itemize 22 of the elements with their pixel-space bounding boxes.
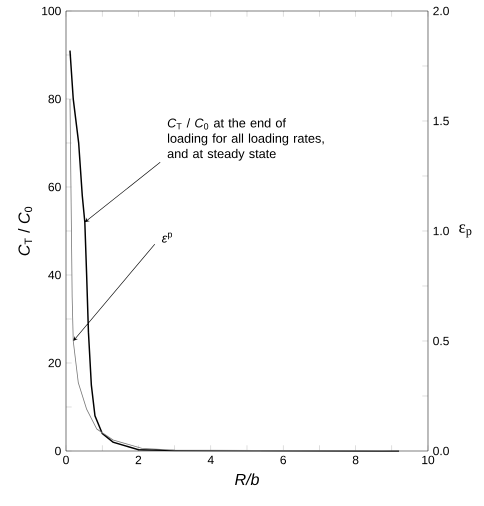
y2-tick-label: 1.0 — [434, 226, 449, 236]
x-tick-label: 4 — [208, 456, 214, 464]
y2-tick-label: 2.0 — [433, 6, 449, 16]
y2-tick-label: 0.5 — [433, 336, 449, 346]
x-axis-title: R/b — [235, 473, 259, 486]
annotation: ε$^{p}$ — [162, 232, 172, 243]
y-tick-label: 80 — [48, 94, 61, 104]
y-tick-label: 20 — [48, 358, 61, 368]
x-tick-label: 8 — [352, 456, 358, 464]
y2-tick-label: 1.5 — [434, 116, 449, 126]
y2-tick-label: 0.0 — [433, 446, 449, 456]
y2-axis-title: ε$_{p}$ — [459, 224, 472, 238]
y-tick-label: 40 — [48, 270, 61, 280]
y-tick-label: 0 — [55, 446, 61, 456]
x-tick-label: 10 — [422, 456, 434, 464]
x-tick-label: 6 — [280, 456, 286, 464]
y-axis-title: C$_{T}$ / C$_{0}$ — [18, 206, 32, 256]
y-tick-label: 100 — [42, 6, 61, 16]
annotation: C$_{T}$ / C$_{0}$ at the end of loading for all loading rates, and at steady state — [168, 118, 324, 161]
y-tick-label: 60 — [48, 182, 61, 192]
x-tick-label: 0 — [63, 456, 69, 464]
x-tick-label: 2 — [136, 456, 142, 464]
